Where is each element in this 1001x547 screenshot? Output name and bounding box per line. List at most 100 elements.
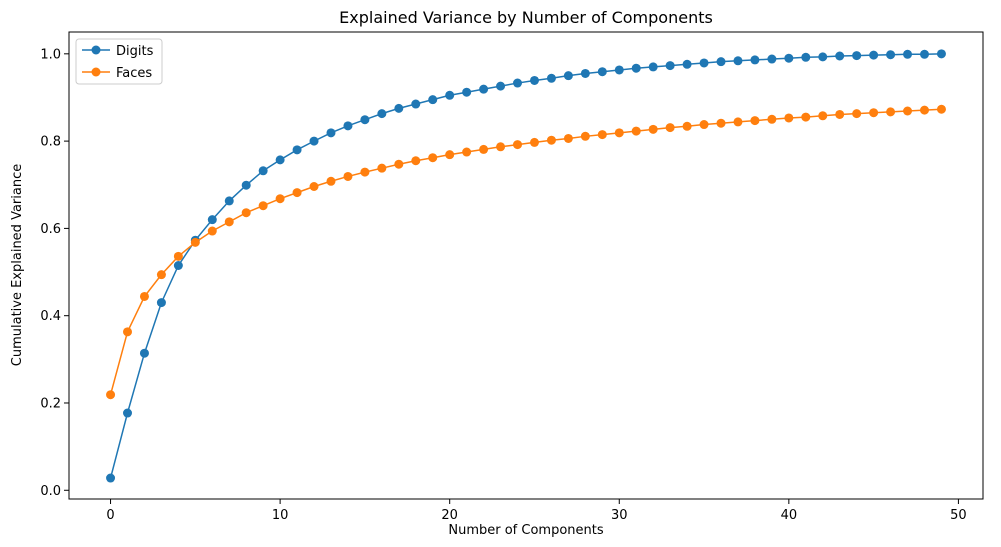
- data-point-digits: [665, 61, 675, 71]
- data-point-digits: [173, 261, 183, 270]
- data-point-digits: [614, 65, 624, 75]
- data-point-faces: [462, 147, 472, 157]
- data-point-digits: [513, 78, 523, 88]
- y-tick-label: 0.8: [40, 135, 61, 150]
- data-point-digits: [343, 121, 353, 131]
- data-point-faces: [750, 116, 760, 126]
- data-point-digits: [699, 58, 709, 68]
- data-point-faces: [665, 123, 675, 133]
- y-tick-label: 0.0: [40, 484, 61, 499]
- data-point-faces: [513, 140, 523, 150]
- data-point-digits: [292, 145, 302, 155]
- series-line-faces: [109, 108, 942, 395]
- data-point-faces: [733, 117, 743, 127]
- data-point-faces: [580, 131, 590, 141]
- legend-marker-faces: [91, 67, 101, 77]
- data-point-digits: [411, 99, 421, 109]
- data-point-faces: [767, 114, 777, 124]
- x-axis-label: Number of Components: [448, 523, 603, 538]
- x-tick-label: 10: [272, 508, 289, 523]
- data-point-digits: [224, 196, 234, 206]
- data-point-faces: [123, 327, 132, 337]
- data-point-faces: [835, 109, 845, 119]
- data-point-faces: [784, 113, 794, 123]
- data-point-faces: [428, 153, 438, 163]
- x-tick-label: 50: [950, 508, 967, 523]
- data-point-faces: [360, 167, 370, 177]
- data-point-faces: [801, 112, 811, 122]
- data-point-digits: [936, 49, 946, 59]
- data-point-faces: [343, 171, 353, 181]
- data-point-digits: [563, 71, 573, 81]
- data-point-digits: [123, 408, 132, 418]
- data-point-faces: [563, 133, 573, 143]
- data-point-faces: [648, 124, 658, 134]
- data-point-faces: [682, 121, 692, 131]
- data-point-digits: [886, 50, 896, 60]
- data-point-faces: [207, 226, 217, 236]
- data-point-digits: [106, 473, 116, 483]
- data-point-faces: [394, 159, 404, 169]
- x-axis: 0 10 20 30 40 50: [106, 499, 967, 523]
- data-point-faces: [292, 188, 302, 198]
- plot-frame: [68, 31, 984, 500]
- legend: Digits Faces: [75, 38, 163, 85]
- data-point-digits: [496, 81, 506, 91]
- data-point-digits: [750, 55, 760, 65]
- data-point-digits: [156, 298, 166, 308]
- data-point-digits: [462, 87, 472, 97]
- data-point-faces: [869, 108, 879, 118]
- data-point-faces: [699, 120, 709, 130]
- data-point-digits: [784, 53, 794, 63]
- data-point-digits: [818, 52, 828, 62]
- series-line-digits: [109, 53, 942, 479]
- data-point-digits: [529, 75, 539, 85]
- y-axis-label: Cumulative Explained Variance: [10, 164, 25, 366]
- data-point-faces: [326, 176, 336, 186]
- data-point-digits: [445, 90, 455, 100]
- data-point-digits: [835, 51, 845, 61]
- data-point-digits: [207, 215, 217, 225]
- chart-title: Explained Variance by Number of Componen…: [339, 8, 713, 27]
- data-point-faces: [275, 194, 285, 204]
- data-point-digits: [767, 54, 777, 64]
- data-point-digits: [682, 59, 692, 69]
- data-point-digits: [869, 50, 879, 60]
- data-point-faces: [258, 201, 268, 211]
- data-point-faces: [173, 251, 183, 261]
- data-point-digits: [580, 68, 590, 78]
- data-point-faces: [224, 217, 234, 227]
- legend-label-digits: Digits: [116, 44, 154, 59]
- y-tick-label: 0.2: [40, 396, 61, 411]
- data-point-faces: [241, 208, 251, 218]
- legend-marker-digits: [91, 45, 101, 55]
- data-point-faces: [818, 111, 828, 121]
- data-point-digits: [733, 56, 743, 66]
- plot-area: [106, 49, 946, 483]
- data-point-faces: [852, 109, 862, 119]
- data-point-faces: [309, 182, 319, 191]
- x-tick-label: 40: [781, 508, 798, 523]
- data-point-digits: [903, 49, 913, 59]
- data-point-digits: [241, 180, 251, 190]
- data-point-faces: [445, 150, 455, 160]
- y-tick-label: 1.0: [40, 47, 61, 62]
- data-point-digits: [428, 95, 438, 105]
- data-point-faces: [411, 156, 421, 166]
- data-point-faces: [190, 237, 200, 247]
- data-point-digits: [920, 49, 929, 59]
- data-point-digits: [631, 63, 641, 73]
- data-point-faces: [106, 390, 116, 400]
- y-tick-label: 0.4: [40, 309, 61, 324]
- data-point-faces: [156, 270, 166, 280]
- data-point-faces: [903, 106, 913, 116]
- data-point-digits: [258, 166, 268, 176]
- data-point-digits: [139, 348, 149, 358]
- data-point-faces: [139, 291, 149, 301]
- data-point-faces: [936, 104, 946, 114]
- data-point-faces: [920, 105, 929, 115]
- data-point-faces: [631, 126, 641, 136]
- x-tick-label: 0: [106, 508, 114, 523]
- data-point-digits: [597, 67, 607, 77]
